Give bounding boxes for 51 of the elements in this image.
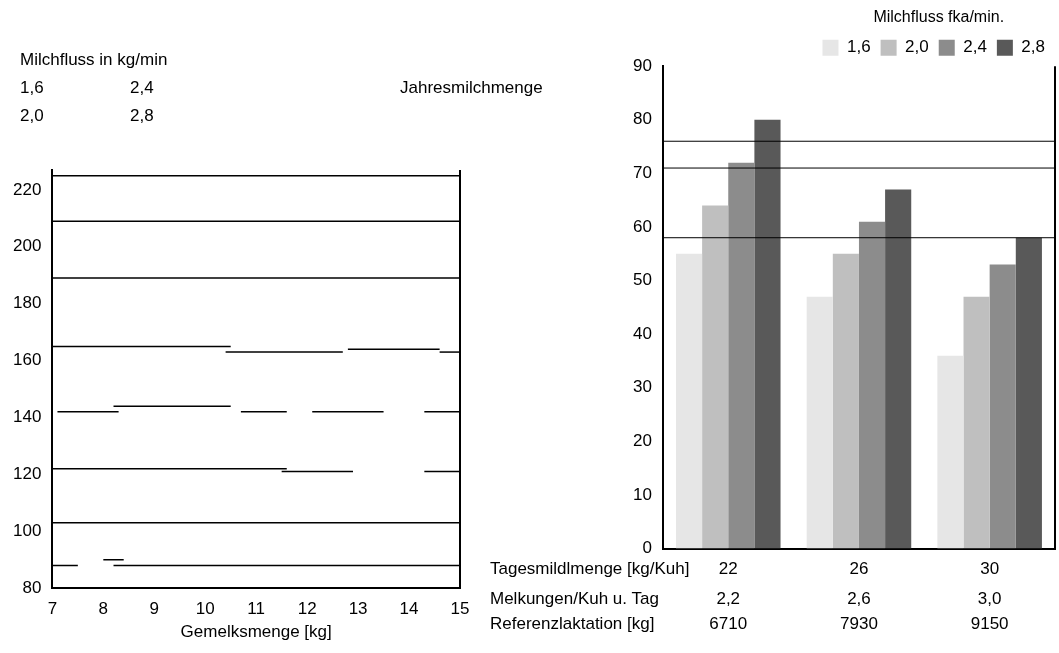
legend-label: 2,0 — [905, 37, 929, 57]
x-tick-label: 14 — [399, 599, 419, 619]
y-tick-label: 20 — [632, 431, 652, 451]
x-tick-label: 11 — [247, 599, 266, 619]
legend-label: 2,8 — [1021, 37, 1046, 57]
text: 2,6 — [847, 589, 871, 609]
text: 3,0 — [977, 589, 1002, 609]
x-tick-label: 15 — [450, 599, 470, 619]
legend-label: 1,6 — [846, 37, 871, 57]
text: Milchfluss in kg/min — [20, 50, 169, 70]
y-tick-label: 10 — [632, 484, 652, 504]
text: Referenzlaktation [kg] — [490, 614, 655, 634]
x-tick-label: 12 — [297, 599, 317, 619]
y-tick-label: 60 — [632, 216, 652, 236]
y-tick-label: 0 — [642, 538, 652, 558]
y-tick-label: 30 — [632, 377, 652, 397]
x-tick-label: 13 — [348, 599, 368, 619]
legend-title: Milchfluss fka/min. — [873, 8, 1005, 26]
y-tick-label: 120 — [12, 464, 42, 484]
y-tick-label: 80 — [22, 577, 42, 597]
x-tick-label: 8 — [98, 599, 109, 619]
x-tick-label: 9 — [149, 599, 160, 619]
x-tick-label: 26 — [849, 559, 869, 579]
text: 2,8 — [130, 106, 155, 126]
text: 6710 — [709, 614, 748, 634]
legend-label: 2,4 — [963, 37, 987, 57]
x-tick-label: 10 — [195, 599, 215, 619]
y-tick-label: 80 — [632, 109, 652, 129]
y-tick-label: 220 — [12, 179, 42, 199]
text: 2,0 — [20, 106, 45, 126]
x-tick-label: 30 — [980, 559, 1000, 579]
text: 7930 — [840, 614, 878, 634]
text: 2,2 — [716, 589, 741, 609]
y-tick-label: 160 — [12, 350, 42, 370]
x-axis-title: Gemelksmenge [kg] — [180, 622, 332, 642]
y-tick-label: 140 — [12, 407, 42, 427]
y-tick-label: 90 — [632, 55, 652, 75]
text: Melkungen/Kuh u. Tag — [490, 589, 659, 609]
chart-title: Jahresmilchmenge — [400, 78, 543, 98]
x-tick-label: 7 — [47, 599, 58, 619]
x-tick-label: 22 — [718, 559, 738, 579]
text: 9150 — [970, 614, 1009, 634]
y-tick-label: 50 — [632, 270, 652, 290]
text: 2,4 — [130, 78, 155, 98]
y-tick-label: 200 — [12, 236, 42, 256]
x-axis-title: Tagesmildlmenge [kg/Kuh] — [490, 559, 690, 579]
y-tick-label: 180 — [12, 293, 42, 313]
text: 1,6 — [20, 78, 45, 98]
y-tick-label: 40 — [632, 323, 652, 343]
y-tick-label: 100 — [12, 520, 42, 540]
y-tick-label: 70 — [632, 163, 652, 183]
